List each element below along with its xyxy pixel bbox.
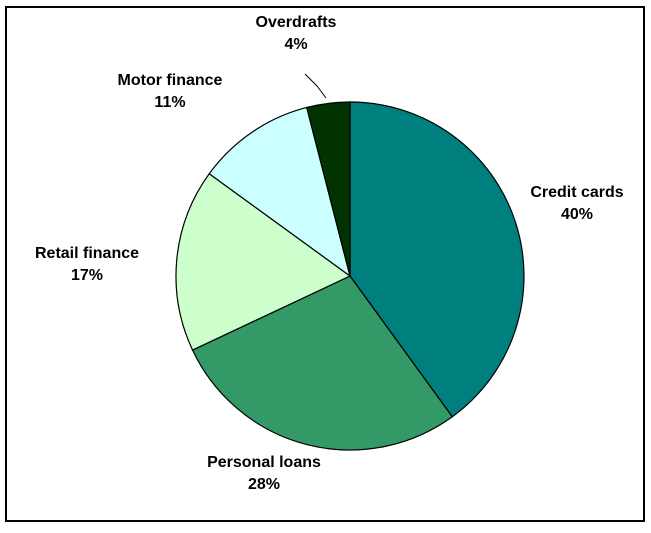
slice-label-value: 40% bbox=[561, 206, 593, 223]
slice-credit-cards bbox=[349, 101, 525, 418]
slice-label-category: Motor finance bbox=[118, 72, 223, 89]
slice-label-category: Overdrafts bbox=[256, 14, 337, 31]
pie-slices bbox=[175, 101, 525, 451]
slice-label-category: Credit cards bbox=[530, 184, 623, 201]
slice-retail-finance bbox=[175, 172, 352, 351]
slice-label-motor-finance: Motor finance 11% bbox=[118, 72, 223, 111]
slice-label-personal-loans: Personal loans 28% bbox=[207, 454, 321, 493]
leader-line-overdrafts bbox=[304, 73, 327, 99]
slice-overdrafts bbox=[305, 101, 351, 277]
slice-label-value: 11% bbox=[154, 94, 185, 111]
slice-personal-loans bbox=[191, 275, 454, 451]
slice-label-overdrafts: Overdrafts 4% bbox=[256, 14, 337, 53]
slice-label-value: 4% bbox=[284, 36, 307, 53]
slice-motor-finance bbox=[208, 106, 351, 278]
slice-label-retail-finance: Retail finance 17% bbox=[35, 245, 139, 284]
slice-label-category: Personal loans bbox=[207, 454, 321, 471]
slice-label-value: 28% bbox=[248, 476, 280, 493]
slice-labels: Credit cards 40% Personal loans 28% Retail f… bbox=[35, 14, 624, 493]
slice-label-value: 17% bbox=[71, 267, 103, 284]
slice-label-credit-cards: Credit cards 40% bbox=[530, 184, 623, 223]
leader-lines bbox=[304, 73, 327, 99]
slice-label-category: Retail finance bbox=[35, 245, 139, 262]
